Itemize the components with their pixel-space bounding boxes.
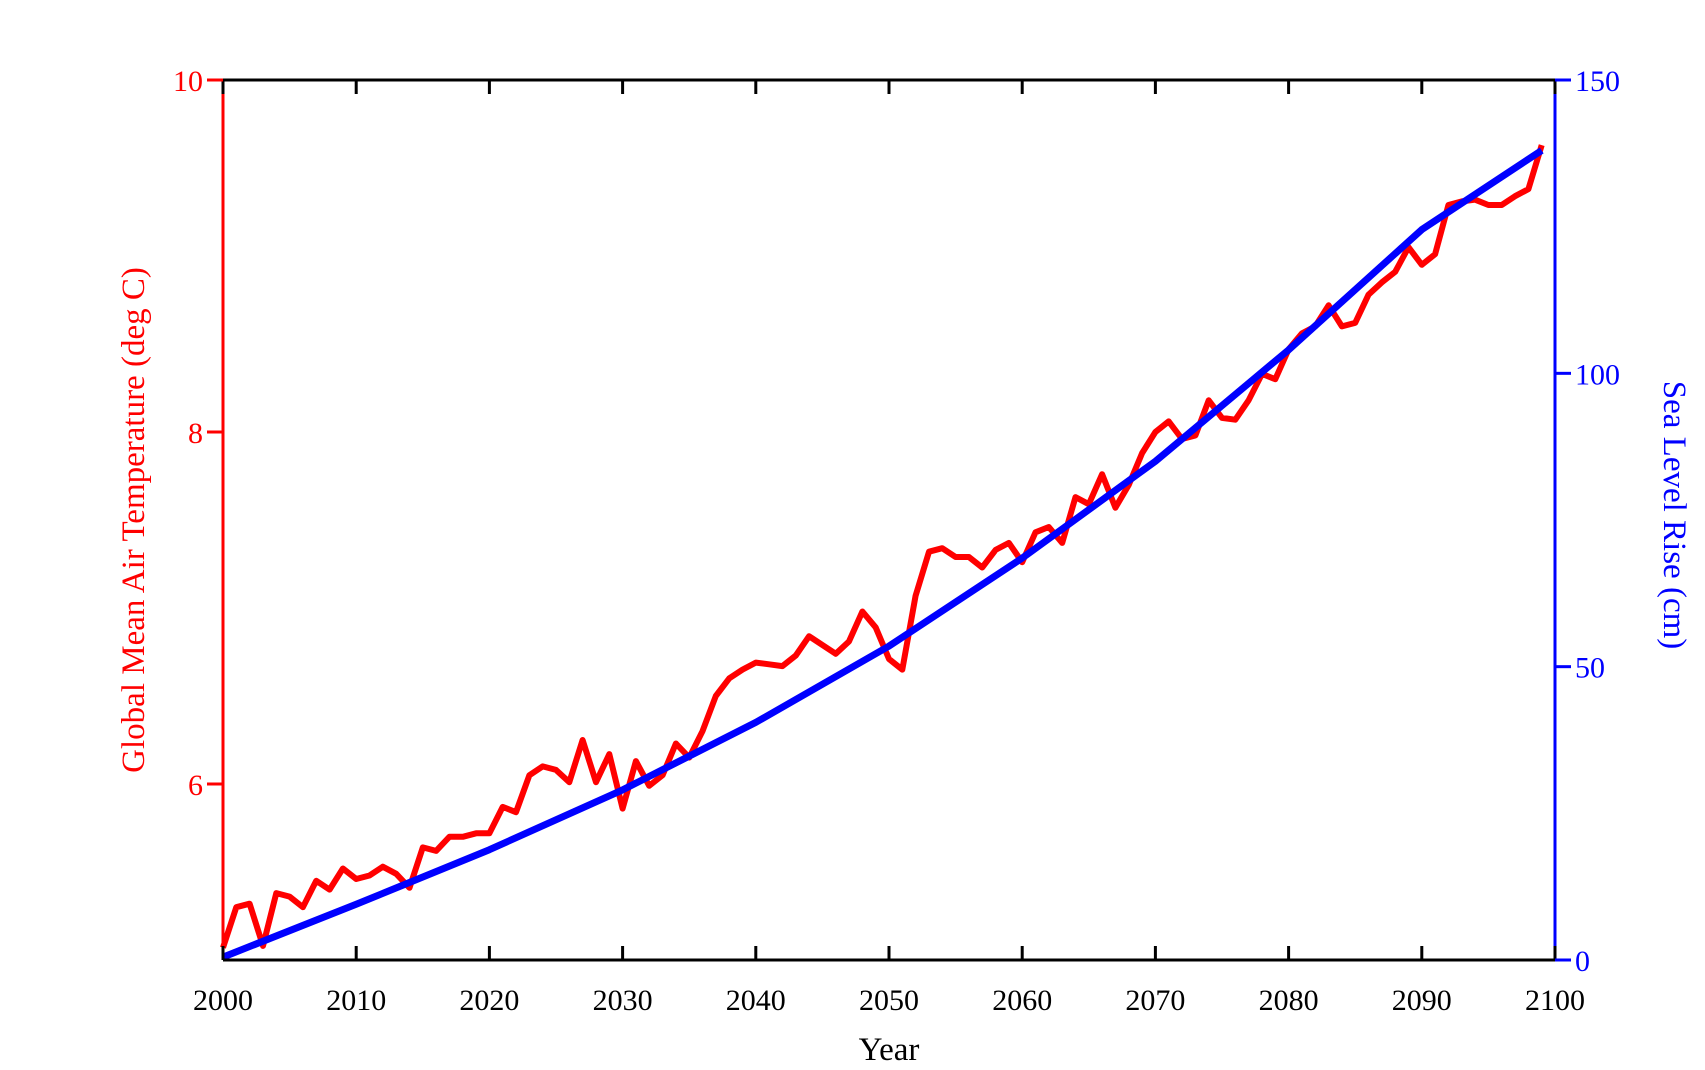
left-y-tick-label: 6: [188, 769, 203, 802]
x-tick-label: 2000: [193, 984, 253, 1017]
left-y-tick-label: 10: [173, 65, 203, 98]
x-tick-label: 2010: [326, 984, 386, 1017]
right-y-tick-label: 0: [1575, 945, 1590, 978]
x-tick-label: 2090: [1392, 984, 1452, 1017]
x-tick-label: 2070: [1125, 984, 1185, 1017]
temperature-series-line: [220, 144, 1545, 949]
axes-layer: 2000 2010 2020 2030 2040 2050 2060 2070 2080 2090…: [173, 65, 1620, 1017]
left-y-tick-label: 8: [188, 417, 203, 450]
x-tick-label: 2060: [992, 984, 1052, 1017]
x-tick-label: 2050: [859, 984, 919, 1017]
x-tick-label: 2100: [1525, 984, 1585, 1017]
left-y-axis-label: Global Mean Air Temperature (deg C): [116, 267, 152, 773]
x-tick-label: 2020: [459, 984, 519, 1017]
right-y-tick-label: 150: [1575, 65, 1620, 98]
x-axis-label: Year: [859, 1032, 920, 1068]
x-tick-label: 2030: [593, 984, 653, 1017]
x-tick-label: 2080: [1259, 984, 1319, 1017]
right-y-tick-label: 50: [1575, 652, 1605, 685]
right-y-tick-label: 100: [1575, 358, 1620, 391]
labels-layer: Year Global Mean Air Temperature (deg C)…: [116, 267, 1692, 1068]
right-y-axis-label: Sea Level Rise (cm): [1656, 381, 1692, 649]
sea-level-series-line: [221, 147, 1544, 961]
series-layer: [220, 144, 1545, 961]
x-tick-label: 2040: [726, 984, 786, 1017]
